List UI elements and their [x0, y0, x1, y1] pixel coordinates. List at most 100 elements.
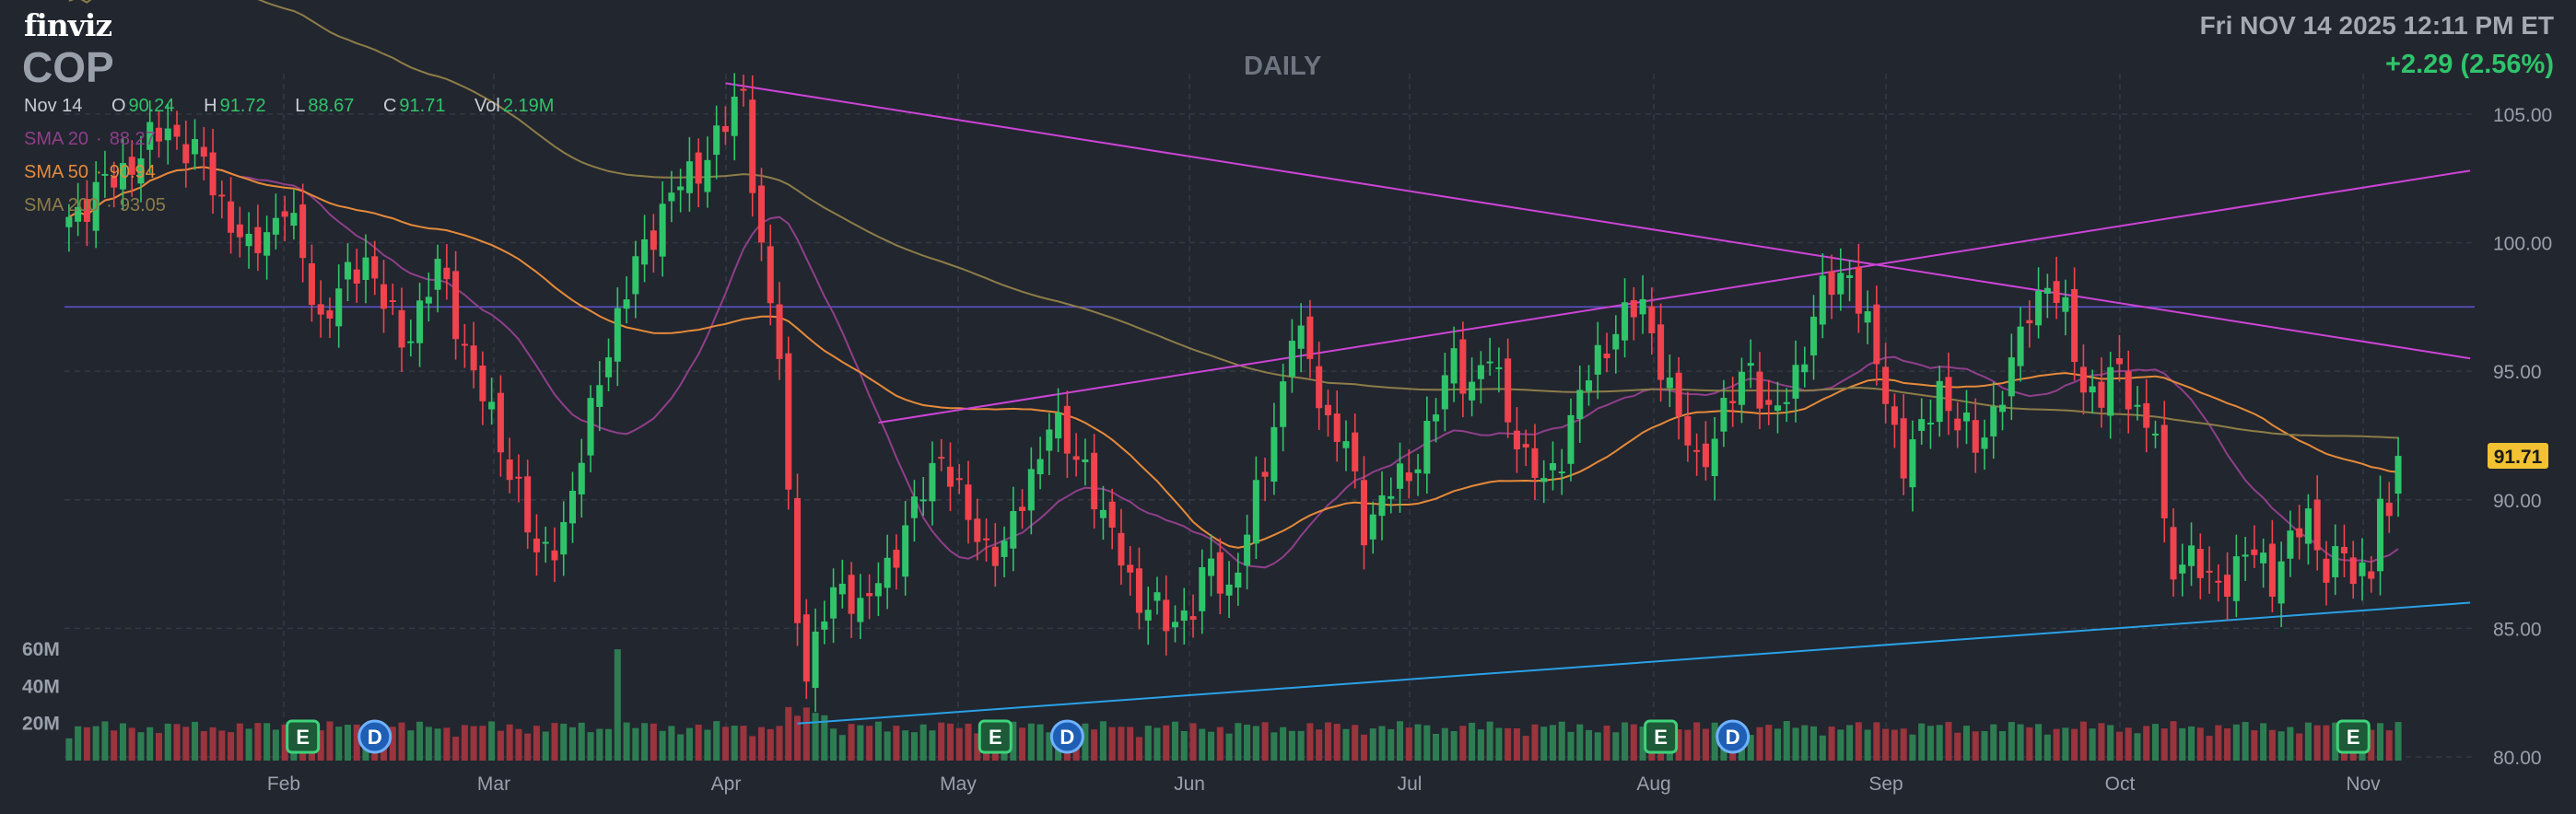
- volume-bar: [668, 726, 675, 761]
- volume-bar: [551, 723, 558, 761]
- candle-body: [1459, 339, 1467, 394]
- gridlines: 105.00 100.00 95.00 90.00 85.00 80.00 Feb Mar Ap…: [22, 74, 2552, 795]
- volume-bar: [614, 649, 621, 761]
- volume-bar: [92, 726, 100, 761]
- volume-bar: [128, 727, 135, 761]
- volume-bar: [1441, 727, 1448, 761]
- finviz-logo[interactable]: finviz: [24, 7, 112, 43]
- candle: [1369, 501, 1376, 554]
- candle: [2206, 546, 2213, 594]
- candle-body: [1108, 501, 1116, 528]
- candle: [1855, 243, 1862, 333]
- candle: [2340, 524, 2348, 577]
- volume-bar: [1962, 726, 1971, 761]
- candle-body: [1918, 419, 1926, 431]
- candle-body: [838, 583, 846, 595]
- candle-body: [425, 297, 432, 304]
- candle-body: [272, 217, 279, 235]
- candle: [1441, 353, 1448, 432]
- sma20-legend[interactable]: SMA 20 · 88.27: [24, 129, 156, 149]
- candle: [1270, 402, 1278, 495]
- candle: [1505, 338, 1512, 438]
- candle-body: [1072, 456, 1080, 460]
- candle-body: [812, 631, 819, 689]
- volume-bar: [1711, 722, 1718, 761]
- volume-bar: [1513, 727, 1520, 761]
- earnings-marker-shape: [286, 719, 321, 754]
- high-value: 91.72: [219, 96, 266, 116]
- volume-bar: [1397, 721, 1404, 761]
- candle-body: [1648, 306, 1656, 334]
- sma50-legend[interactable]: SMA 50 · 90.94: [24, 162, 156, 182]
- volume-bar: [398, 722, 405, 761]
- ohlc-readout: Nov 14 O 90.24 H 91.72 L 88.67 C 91.71 Vol 2.…: [24, 96, 578, 117]
- candle-body: [407, 341, 415, 343]
- candle-body: [1441, 375, 1448, 410]
- candle: [1567, 398, 1575, 482]
- volume-bar: [1477, 729, 1484, 761]
- volume-bar: [1855, 722, 1862, 761]
- volume-bar: [1999, 731, 2007, 761]
- candle: [1477, 351, 1484, 404]
- candle: [866, 574, 873, 620]
- candle: [991, 523, 999, 587]
- price-tick-label: 100.00: [2493, 234, 2552, 255]
- low-value: 88.67: [308, 96, 355, 116]
- candle-body: [1244, 534, 1251, 566]
- candle: [1954, 401, 1961, 448]
- volume-bar: [1036, 724, 1044, 761]
- candle: [955, 463, 963, 494]
- candle: [776, 282, 783, 380]
- volume-bar: [1900, 728, 1907, 761]
- candle: [119, 138, 126, 211]
- candle-body: [164, 128, 171, 141]
- candle-body: [1567, 414, 1575, 464]
- volume-bar: [479, 726, 486, 761]
- volume-bar: [641, 723, 649, 761]
- candle: [1280, 363, 1287, 452]
- volume-bar: [902, 730, 909, 761]
- candle: [2287, 510, 2294, 577]
- volume-bar: [767, 728, 774, 761]
- candle-body: [2008, 357, 2015, 397]
- candle: [497, 375, 504, 477]
- candle: [938, 438, 945, 471]
- volume-bar: [1505, 727, 1512, 761]
- sma200-legend[interactable]: SMA 200 · 93.05: [24, 195, 166, 215]
- candle-body: [2071, 288, 2078, 363]
- candle-body: [1999, 404, 2007, 413]
- candle: [137, 135, 145, 203]
- candle-body: [1531, 448, 1539, 479]
- candle-body: [1261, 471, 1269, 477]
- candle: [785, 336, 792, 510]
- volume-bar: [1010, 721, 1017, 761]
- candle-body: [1208, 558, 1215, 576]
- volume-bar: [605, 728, 613, 761]
- candle-body: [1810, 316, 1818, 355]
- candle-body: [1873, 304, 1880, 365]
- candle: [1019, 489, 1026, 529]
- candle: [182, 120, 190, 188]
- volume-bar: [407, 730, 415, 761]
- volume-bar: [731, 726, 738, 761]
- candle: [2224, 552, 2231, 621]
- candle-body: [2359, 562, 2366, 576]
- candle-body: [1280, 381, 1287, 427]
- volume-bar: [929, 730, 936, 761]
- earnings-marker-shape: [1644, 719, 1679, 754]
- earnings-marker: E: [1644, 719, 1679, 754]
- volume-bar: [596, 728, 603, 761]
- volume-bar: [1153, 727, 1161, 761]
- volume-bar: [2134, 733, 2141, 761]
- volume-tick-label: 20M: [22, 714, 60, 735]
- volume-bar: [1342, 728, 1350, 761]
- candle: [641, 215, 649, 283]
- candle: [1288, 319, 1295, 393]
- candle-body: [1055, 413, 1062, 439]
- price-tick-label: 105.00: [2493, 105, 2552, 126]
- candle: [767, 224, 774, 326]
- candle: [974, 498, 981, 561]
- candle-body: [929, 462, 936, 502]
- candle-body: [317, 304, 324, 315]
